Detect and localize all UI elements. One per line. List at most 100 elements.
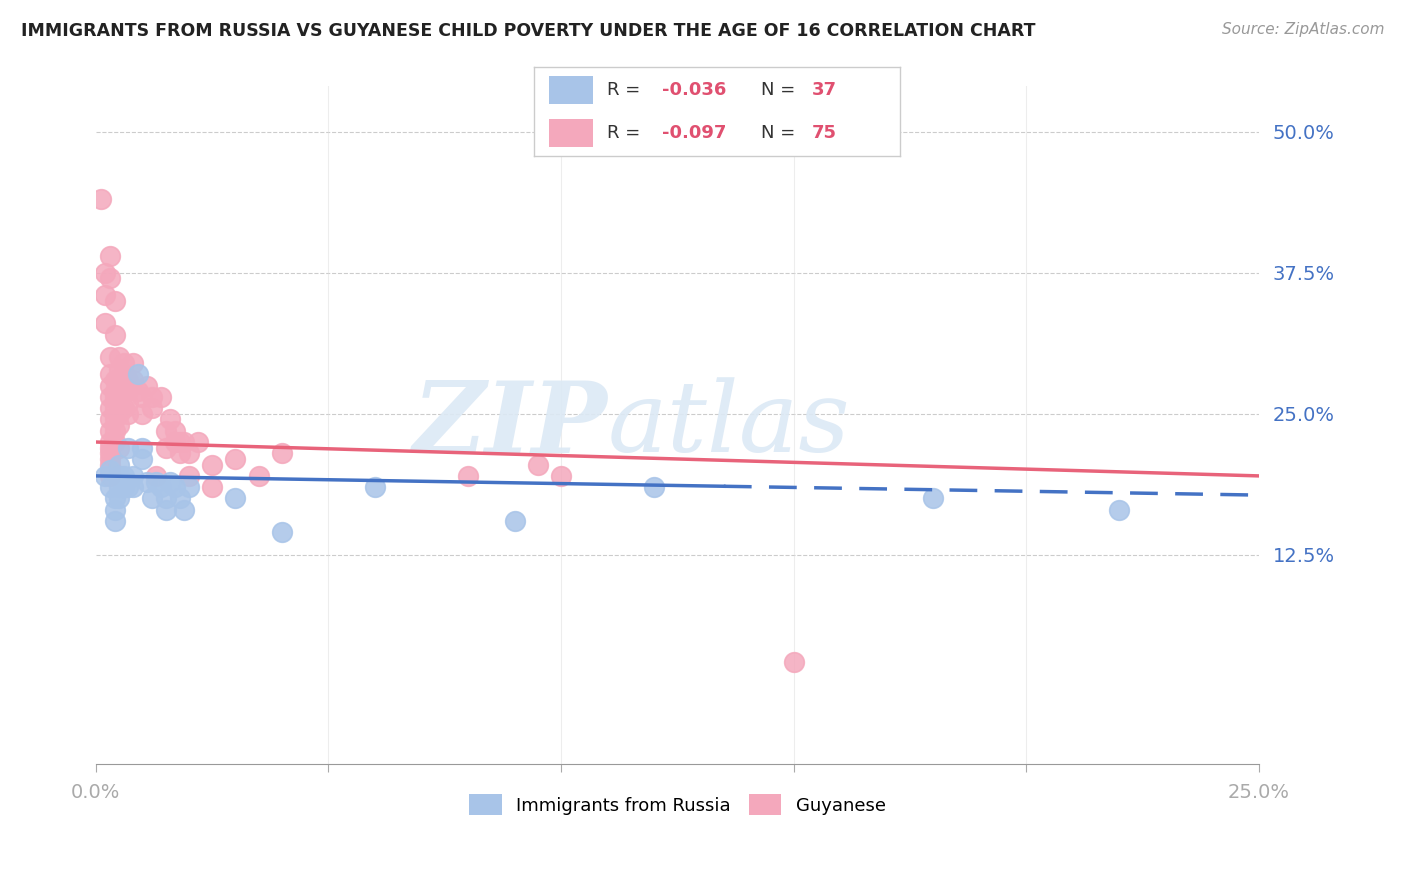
Point — [163, 435, 186, 450]
Point — [201, 458, 224, 472]
Point — [98, 435, 121, 450]
Point — [145, 469, 167, 483]
Text: R =: R = — [607, 81, 647, 99]
Point — [94, 317, 117, 331]
Point — [108, 480, 131, 494]
Point — [103, 514, 125, 528]
Point — [169, 435, 191, 450]
Text: ZIP: ZIP — [412, 376, 607, 474]
Point — [94, 266, 117, 280]
Point — [112, 401, 135, 416]
Point — [98, 458, 121, 472]
Point — [177, 446, 200, 460]
Point — [141, 491, 163, 506]
Point — [98, 368, 121, 382]
Point — [224, 452, 246, 467]
Point — [98, 463, 121, 477]
Point — [159, 412, 181, 426]
Point — [173, 435, 195, 450]
Point — [364, 480, 387, 494]
Point — [98, 401, 121, 416]
Point — [155, 424, 177, 438]
Point — [103, 373, 125, 387]
Point — [271, 525, 294, 540]
Point — [98, 378, 121, 392]
Text: 37: 37 — [813, 81, 837, 99]
Text: N =: N = — [761, 124, 801, 142]
Point — [141, 401, 163, 416]
Point — [177, 469, 200, 483]
Point — [103, 327, 125, 342]
Point — [155, 491, 177, 506]
Point — [503, 514, 526, 528]
Point — [112, 480, 135, 494]
Point — [117, 395, 139, 409]
Point — [108, 458, 131, 472]
Point — [112, 356, 135, 370]
Point — [108, 418, 131, 433]
Point — [150, 390, 173, 404]
FancyBboxPatch shape — [548, 119, 593, 147]
Point — [90, 192, 112, 206]
Point — [131, 407, 153, 421]
Point — [922, 491, 945, 506]
Point — [1108, 502, 1130, 516]
Text: atlas: atlas — [607, 377, 851, 473]
Point — [117, 407, 139, 421]
Point — [782, 655, 804, 669]
Point — [108, 441, 131, 455]
Point — [117, 384, 139, 399]
Point — [98, 441, 121, 455]
Point — [108, 361, 131, 376]
Point — [98, 390, 121, 404]
Point — [112, 384, 135, 399]
Point — [131, 390, 153, 404]
Point — [527, 458, 550, 472]
Point — [98, 469, 121, 483]
Point — [127, 384, 149, 399]
Point — [108, 351, 131, 365]
Text: 75: 75 — [813, 124, 837, 142]
Point — [187, 435, 209, 450]
Point — [122, 356, 145, 370]
Point — [177, 480, 200, 494]
Point — [159, 475, 181, 489]
Point — [108, 469, 131, 483]
Point — [131, 452, 153, 467]
Point — [127, 368, 149, 382]
Point — [131, 441, 153, 455]
Point — [98, 446, 121, 460]
Text: -0.036: -0.036 — [662, 81, 727, 99]
Point — [108, 384, 131, 399]
Point — [103, 435, 125, 450]
Point — [103, 401, 125, 416]
Point — [103, 384, 125, 399]
Point — [201, 480, 224, 494]
Point — [163, 480, 186, 494]
Point — [457, 469, 479, 483]
Point — [112, 368, 135, 382]
Point — [94, 469, 117, 483]
Point — [117, 441, 139, 455]
Point — [108, 491, 131, 506]
Point — [643, 480, 665, 494]
Text: N =: N = — [761, 81, 801, 99]
Point — [98, 424, 121, 438]
Point — [141, 390, 163, 404]
Point — [169, 446, 191, 460]
Point — [122, 373, 145, 387]
Point — [155, 441, 177, 455]
Point — [247, 469, 270, 483]
Point — [94, 288, 117, 302]
Point — [103, 491, 125, 506]
Point — [271, 446, 294, 460]
Point — [98, 271, 121, 285]
FancyBboxPatch shape — [548, 76, 593, 104]
Point — [224, 491, 246, 506]
Text: Source: ZipAtlas.com: Source: ZipAtlas.com — [1222, 22, 1385, 37]
Legend: Immigrants from Russia, Guyanese: Immigrants from Russia, Guyanese — [461, 788, 893, 822]
Point — [98, 351, 121, 365]
Point — [136, 378, 159, 392]
Point — [136, 475, 159, 489]
Point — [155, 502, 177, 516]
